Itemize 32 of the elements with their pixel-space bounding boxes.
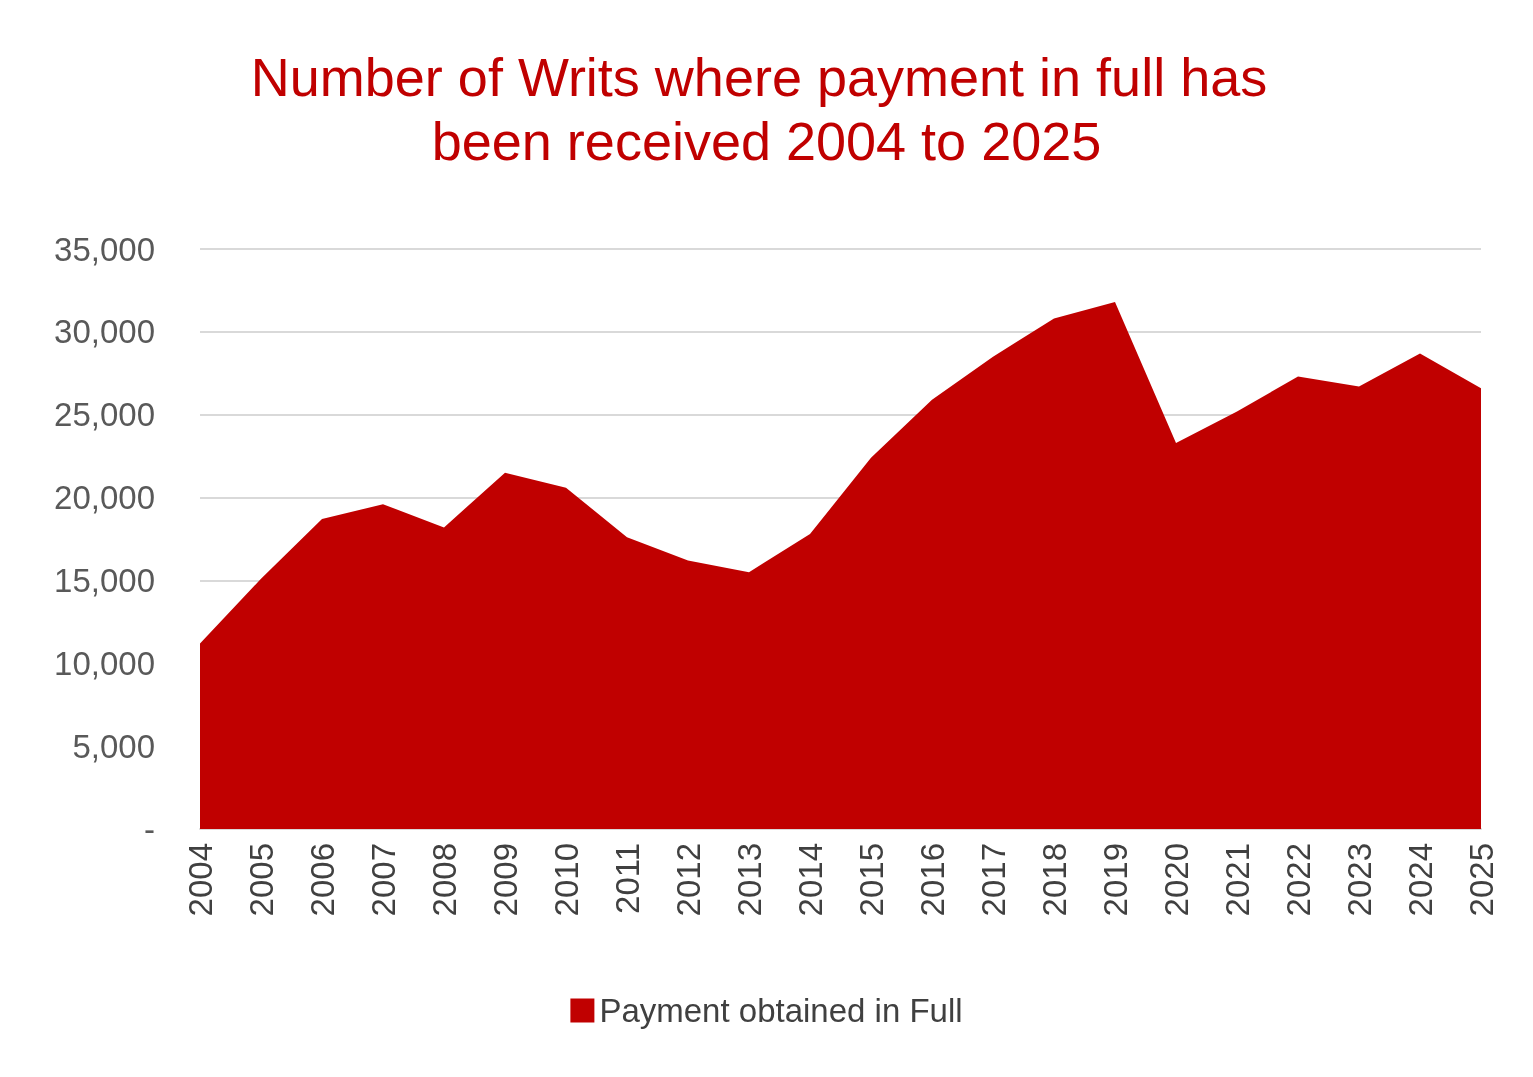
x-tick-label: 2007	[364, 843, 402, 917]
x-tick-label: 2018	[1035, 843, 1073, 917]
x-tick-label: 2021	[1218, 843, 1256, 917]
x-tick-label: 2009	[486, 843, 524, 917]
x-tick-label: 2005	[242, 843, 280, 917]
x-tick-label: 2017	[974, 843, 1012, 917]
x-tick-label: 2008	[425, 843, 463, 917]
y-tick-label: 15,000	[54, 561, 155, 599]
x-tick-label: 2019	[1096, 843, 1134, 917]
x-tick-label: 2020	[1157, 843, 1195, 917]
x-tick-label: 2025	[1462, 843, 1500, 917]
legend-label: Payment obtained in Full	[599, 992, 963, 1029]
x-tick-label: 2015	[852, 843, 890, 917]
y-tick-label: 25,000	[54, 396, 155, 434]
x-tick-label: 2006	[303, 843, 341, 917]
y-tick-label: 30,000	[54, 313, 155, 351]
x-tick-label: 2004	[181, 843, 219, 917]
x-tick-label: 2016	[913, 843, 951, 917]
y-tick-label: 20,000	[54, 479, 155, 517]
y-tick-label: -	[144, 810, 155, 848]
x-tick-label: 2011	[608, 843, 646, 914]
x-tick-label: 2013	[730, 843, 768, 917]
x-tick-label: 2010	[547, 843, 585, 917]
x-tick-label: 2024	[1401, 843, 1439, 917]
y-tick-label: 5,000	[72, 727, 155, 765]
x-tick-label: 2014	[791, 843, 829, 917]
chart-title: Number of Writs where payment in full has been received 2004 to 2025	[250, 47, 1283, 171]
y-tick-label: 10,000	[54, 644, 155, 682]
x-tick-label: 2022	[1279, 843, 1317, 917]
y-tick-label: 35,000	[54, 230, 155, 268]
x-tick-label: 2012	[669, 843, 707, 917]
x-tick-label: 2023	[1340, 843, 1378, 917]
